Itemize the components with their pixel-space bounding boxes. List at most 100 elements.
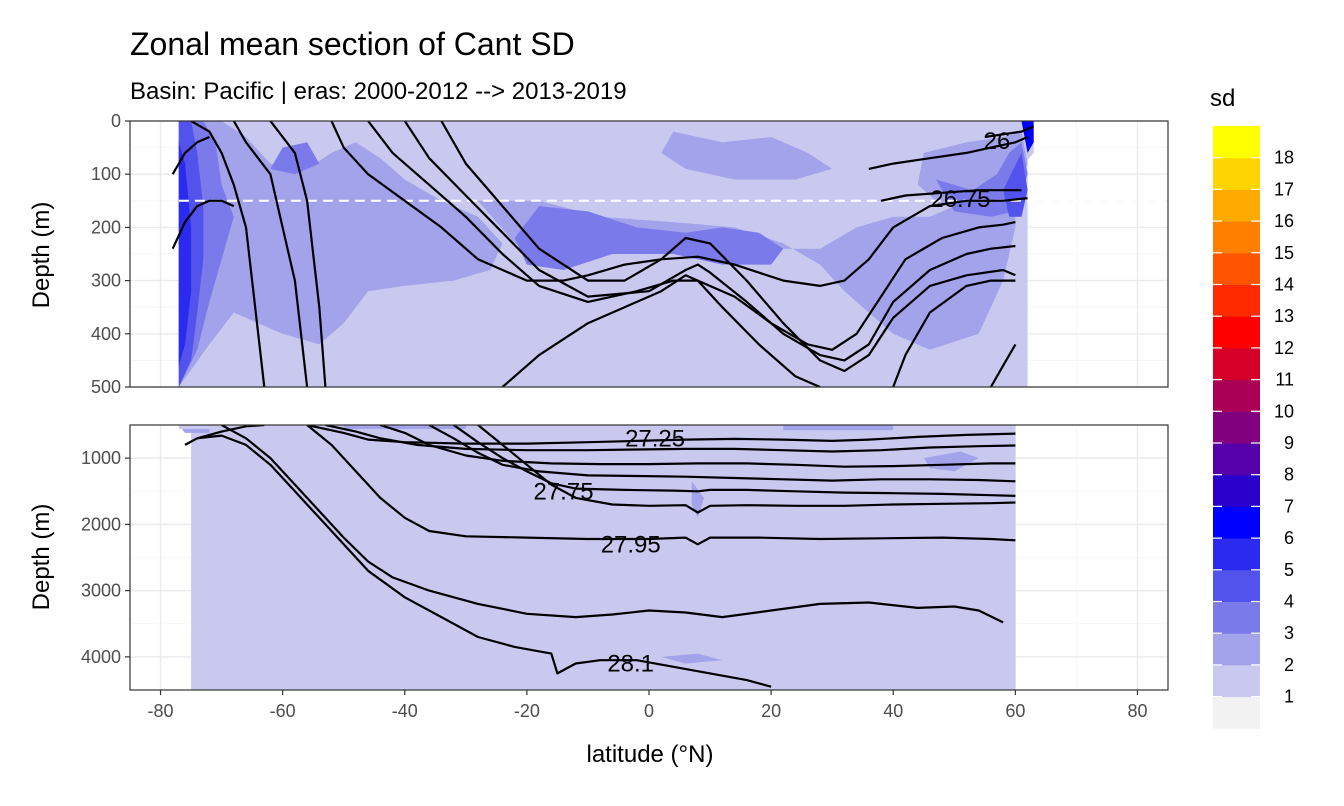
y-tick-label: 300 [91,271,121,291]
legend-swatch [1213,252,1260,285]
sd-region-level-2 [661,653,723,664]
density-contour [171,135,210,175]
sd-region-level-3 [270,142,320,175]
density-contour [367,121,1016,351]
legend-swatch [1213,347,1260,381]
contour-label: 26 [984,128,1011,155]
legend-swatch [1213,126,1260,159]
density-contours [184,425,1016,688]
sd-region-level-5 [178,142,192,366]
legend-swatch [1213,284,1260,317]
density-contour [984,125,1035,139]
density-contour [501,274,821,387]
legend-label: 6 [1284,528,1294,548]
x-tick-label: -20 [514,701,540,721]
y-axis-title-upper: Depth (m) [28,202,55,309]
density-contour [190,121,266,387]
y-tick-label: 400 [91,324,121,344]
density-contour [269,121,327,387]
legend-label: 14 [1274,275,1294,295]
density-contour [428,425,1016,483]
legend-swatch [1213,696,1260,729]
legend-swatch [1213,221,1260,254]
legend-swatch [1213,316,1260,349]
density-contour [440,121,1016,373]
density-contour [306,425,1016,445]
legend-swatch [1213,411,1260,444]
density-contour [989,343,1017,387]
sd-region-level-2 [661,131,833,180]
legend-label: 9 [1284,433,1294,453]
density-contour [477,425,1016,514]
density-contour [196,425,265,440]
legend-swatch [1213,189,1260,222]
x-tick-label: 40 [883,701,903,721]
density-contour [379,425,1016,468]
contour-label: 28.1 [607,651,654,678]
legend-title: sd [1210,85,1235,112]
y-tick-label: 1000 [81,448,121,468]
density-contour [868,135,1029,170]
legend-label: 3 [1284,623,1294,643]
panel-upper: 26 26.75 0 100 200 300 400 500 [91,111,1169,397]
legend-swatch [1213,379,1260,412]
legend-label: 5 [1284,560,1294,580]
x-axis: -80 -60 -40 -20 0 20 40 60 80 [148,690,1147,721]
y-axis-title-lower: Depth (m) [28,504,55,611]
legend-swatch [1213,538,1260,571]
density-contour [171,199,235,250]
y-tick-label: 500 [91,377,121,397]
legend-swatch [1213,601,1260,634]
y-tick-label: 100 [91,164,121,184]
legend-label: 12 [1274,338,1294,358]
y-tick-label: 0 [111,111,121,131]
contour-label: 27.95 [601,531,661,558]
x-tick-label: -60 [270,701,296,721]
legend-label: 8 [1284,465,1294,485]
density-contour [325,425,1016,453]
legend-label: 16 [1274,211,1294,231]
legend-label: 10 [1274,401,1294,421]
x-tick-label: -40 [392,701,418,721]
legend-swatch [1213,506,1260,539]
legend-swatch [1213,569,1260,602]
x-axis-title: latitude (°N) [587,741,714,768]
legend-swatch [1213,443,1260,476]
density-contour [892,279,1016,387]
legend-label: 4 [1284,592,1294,612]
density-contour [184,434,772,688]
legend-label: 15 [1274,243,1294,263]
density-contour [330,121,1028,287]
y-tick-label: 3000 [81,581,121,601]
x-tick-label: 0 [644,701,654,721]
legend-swatch [1213,157,1260,190]
x-tick-label: -80 [148,701,174,721]
x-tick-label: 60 [1005,701,1025,721]
chart-subtitle: Basin: Pacific | eras: 2000-2012 --> 201… [130,78,627,105]
legend-label: 11 [1275,370,1294,390]
legend-label: 1 [1284,687,1294,707]
density-contours [171,121,1035,387]
legend-label: 2 [1284,655,1294,675]
density-contour [232,121,309,387]
contour-label: 27.75 [533,478,593,505]
panel-lower: 27.25 27.75 27.95 28.1 1000 2000 3000 4000 [81,424,1169,691]
legend-label: 13 [1274,306,1294,326]
density-contour [221,425,1004,624]
panel-border [129,120,1169,388]
legend-label: 7 [1284,496,1294,516]
legend-label: 18 [1274,148,1294,168]
contour-label: 27.25 [625,425,685,452]
x-tick-label: 20 [761,701,781,721]
contour-label: 26.75 [930,186,990,213]
density-contour [306,425,1016,546]
x-tick-label: 80 [1127,701,1147,721]
legend-swatch [1213,474,1260,507]
legend-label: 17 [1274,179,1294,199]
sd-region-level-3 [936,142,1028,217]
y-tick-label: 4000 [81,647,121,667]
density-contour [880,189,1022,202]
legend-swatch [1213,664,1260,698]
sd-region-level-2 [783,425,894,431]
sd-region-level-2 [178,121,503,387]
